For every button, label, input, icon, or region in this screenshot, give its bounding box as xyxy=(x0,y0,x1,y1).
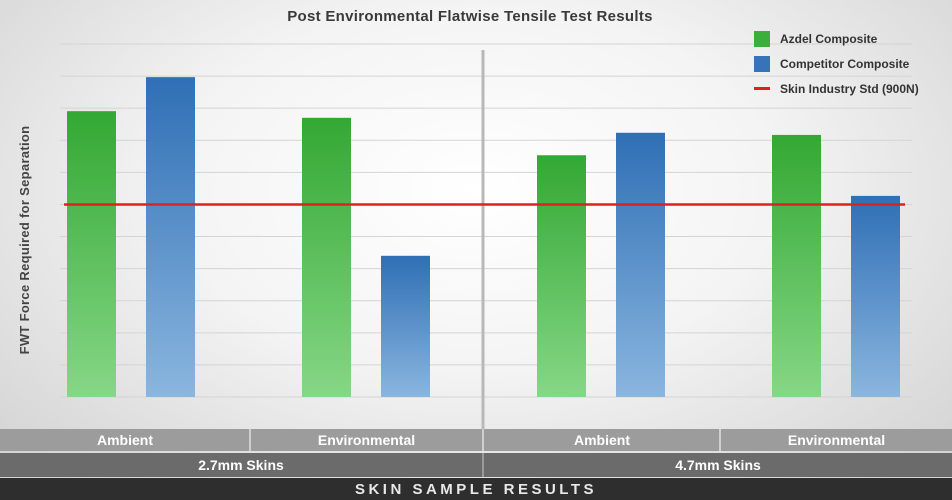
legend-label-competitor: Competitor Composite xyxy=(780,57,910,71)
category-label-row: Ambient Environmental Ambient Environmen… xyxy=(0,429,952,451)
legend-swatch-competitor xyxy=(754,56,770,72)
x-axis-title-row: SKIN SAMPLE RESULTS xyxy=(0,478,952,500)
bar-azdel-1 xyxy=(67,111,116,397)
bar-competitor-4 xyxy=(851,195,900,397)
x-tick-label-environmental-4-7: Environmental xyxy=(787,432,886,448)
bar-azdel-4 xyxy=(772,134,821,397)
chart-title: Post Environmental Flatwise Tensile Test… xyxy=(287,8,653,25)
bar-competitor-3 xyxy=(616,132,665,397)
category-divider xyxy=(482,429,484,451)
legend-label-industry-std: Skin Industry Std (900N) xyxy=(780,82,919,96)
x-tick-label-environmental-2-7: Environmental xyxy=(317,432,416,448)
group-label-2-7mm: 2.7mm Skins xyxy=(198,457,284,473)
group-divider xyxy=(482,453,484,477)
x-tick-label-ambient-2-7: Ambient xyxy=(97,432,153,448)
x-tick-label-ambient-4-7: Ambient xyxy=(574,432,630,448)
category-divider xyxy=(719,429,721,451)
legend-swatch-azdel xyxy=(754,31,770,47)
bar-competitor-1 xyxy=(146,77,195,397)
group-label-row: 2.7mm Skins 4.7mm Skins xyxy=(0,453,952,477)
legend-label-azdel: Azdel Composite xyxy=(780,32,878,46)
bar-azdel-2 xyxy=(302,117,351,398)
group-label-4-7mm: 4.7mm Skins xyxy=(675,457,761,473)
category-divider xyxy=(249,429,251,451)
x-axis-label: SKIN SAMPLE RESULTS xyxy=(354,480,598,498)
legend-swatch-industry-std xyxy=(754,87,770,90)
bar-azdel-3 xyxy=(537,155,586,397)
y-axis-label: FWT Force Required for Separation xyxy=(17,125,32,355)
bar-competitor-2 xyxy=(381,255,430,397)
